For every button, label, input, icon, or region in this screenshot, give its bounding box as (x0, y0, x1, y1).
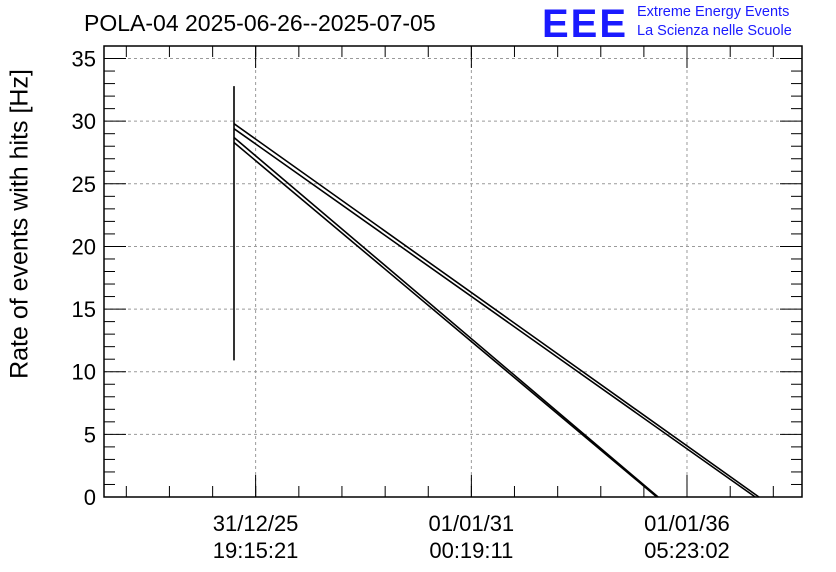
x-tick-date: 31/12/25 (212, 511, 299, 536)
axes: 0 5 10 15 20 25 30 35 (72, 45, 803, 510)
y-tick-label: 35 (72, 47, 96, 72)
x-tick-time: 05:23:02 (644, 538, 730, 563)
data-series (233, 86, 760, 498)
x-tick-date: 01/01/36 (644, 511, 730, 536)
plot-frame (103, 45, 803, 498)
y-axis-label: Rate of events with hits [Hz] (5, 69, 34, 379)
y-tick-label: 0 (84, 485, 96, 510)
y-tick-label: 25 (72, 172, 96, 197)
y-tick-label: 30 (72, 109, 96, 134)
series-line-3 (233, 128, 756, 498)
logo-line-2: La Scienza nelle Scuole (637, 23, 792, 39)
x-tick-label: 01/01/31 00:19:11 (401, 510, 541, 564)
y-tick-label: 20 (72, 234, 96, 259)
y-tick-label: 15 (72, 297, 96, 322)
chart-title: POLA-04 2025-06-26--2025-07-05 (84, 10, 436, 36)
series-line-4 (233, 136, 659, 498)
x-tick-label: 01/01/36 05:23:02 (617, 510, 757, 564)
series-line-2 (233, 123, 760, 498)
logo-caption: Extreme Energy Events La Scienza nelle S… (637, 3, 792, 41)
x-tick-time: 19:15:21 (212, 538, 299, 563)
eee-logo: EEE (542, 4, 628, 44)
x-tick-label: 31/12/25 19:15:21 (186, 510, 326, 564)
logo-line-1: Extreme Energy Events (637, 4, 790, 20)
x-tick-time: 00:19:11 (429, 538, 514, 563)
x-tick-date: 01/01/31 (428, 511, 515, 536)
y-tick-label: 10 (72, 360, 96, 385)
series-line-5 (233, 141, 658, 498)
logo-mark: EEE (542, 2, 629, 46)
grid-lines (104, 46, 802, 497)
y-tick-label: 5 (84, 422, 96, 447)
